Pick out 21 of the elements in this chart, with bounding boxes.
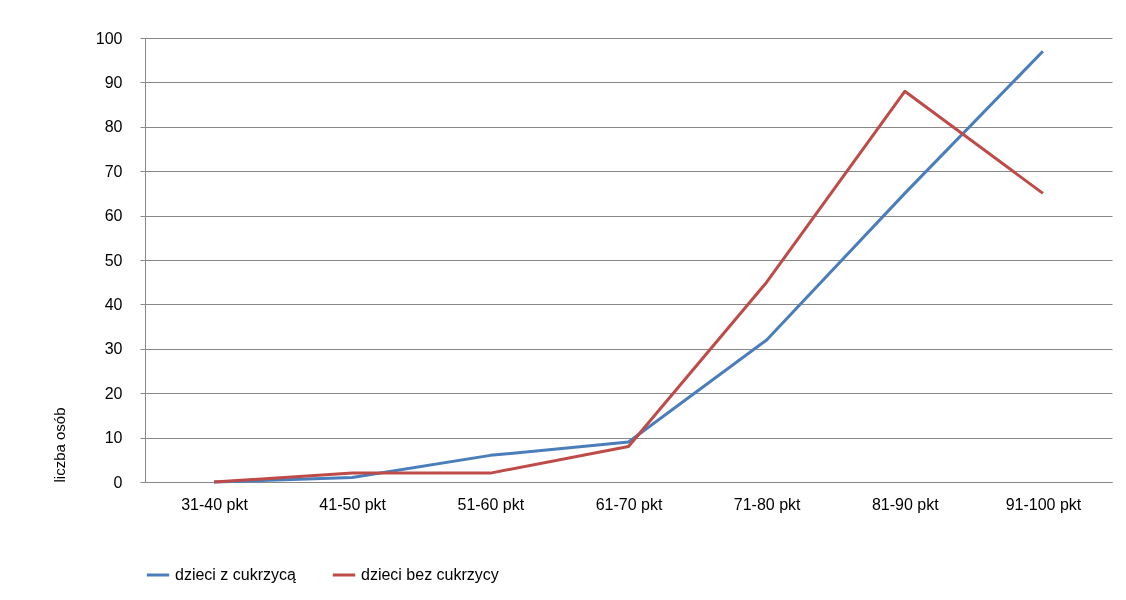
x-tick-label: 31-40 pkt bbox=[181, 495, 249, 513]
y-tick-label: 70 bbox=[104, 162, 123, 180]
y-tick-label: 20 bbox=[104, 384, 123, 402]
y-tick-label: 10 bbox=[104, 429, 123, 447]
legend-label: dzieci bez cukrzycy bbox=[361, 566, 499, 583]
x-tick-label: 71-80 pkt bbox=[733, 495, 802, 513]
x-tick-label: 61-70 pkt bbox=[595, 495, 663, 513]
y-tick-label: 90 bbox=[104, 73, 123, 91]
y-tick-label: 40 bbox=[104, 295, 123, 313]
x-tick-label: 81-90 pkt bbox=[871, 495, 940, 513]
x-tick-label: 51-60 pkt bbox=[457, 495, 525, 513]
x-tick-label: 41-50 pkt bbox=[319, 495, 387, 513]
y-tick-label: 50 bbox=[104, 251, 123, 269]
y-tick-label: 30 bbox=[104, 340, 123, 358]
x-tick-label: 91-100 pkt bbox=[1005, 495, 1082, 513]
y-axis-title: liczba osób bbox=[50, 407, 68, 483]
y-tick-label: 60 bbox=[104, 207, 123, 225]
y-tick-label: 80 bbox=[104, 118, 123, 136]
y-tick-label: 0 bbox=[113, 473, 123, 491]
y-tick-label: 100 bbox=[95, 29, 123, 47]
legend-label: dzieci z cukrzycą bbox=[175, 566, 297, 583]
